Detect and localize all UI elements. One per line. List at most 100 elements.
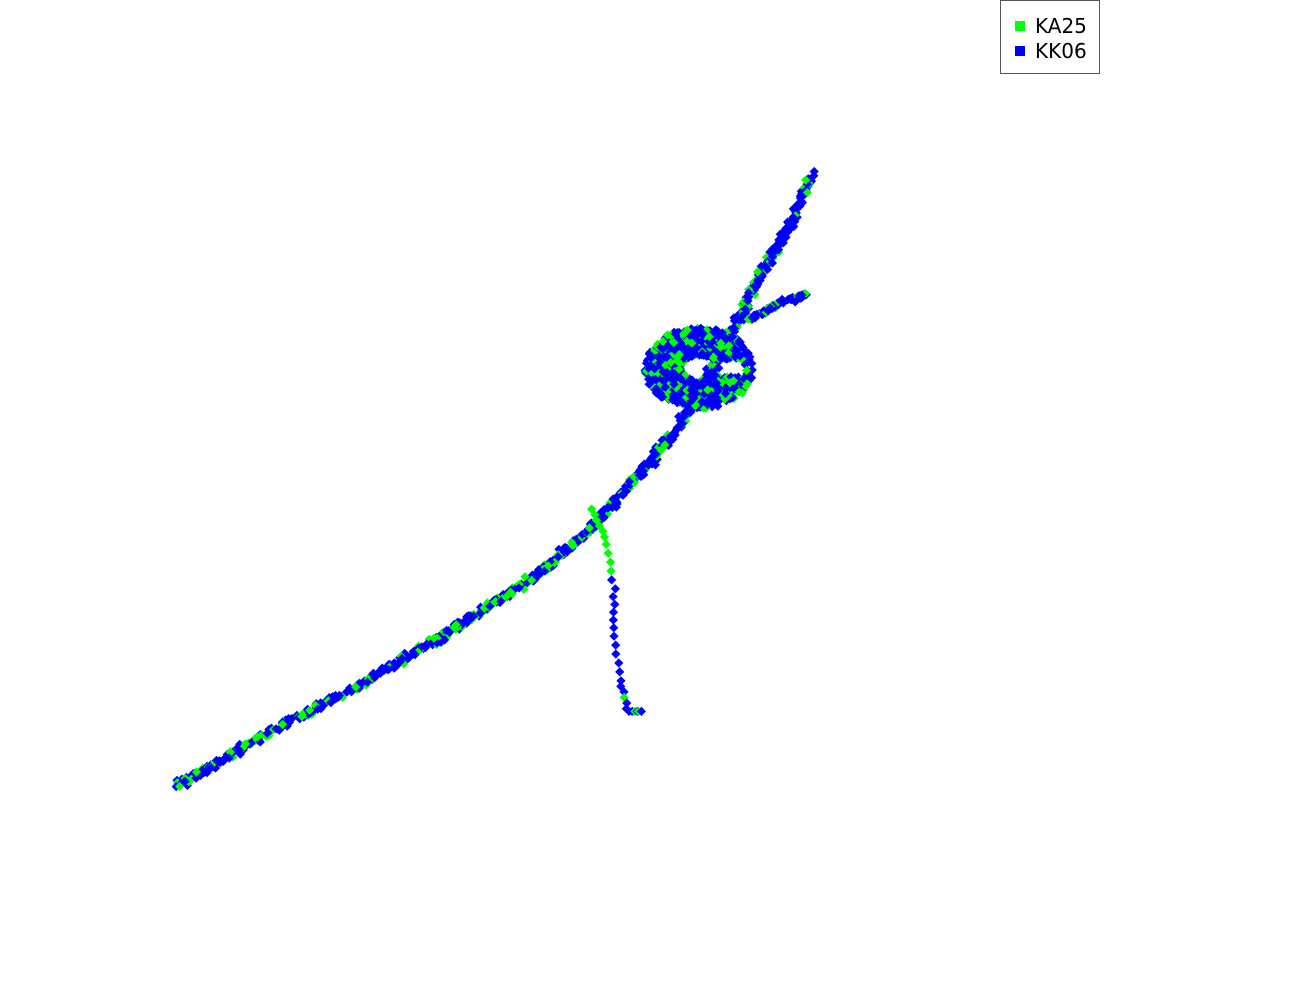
point-kk06 <box>714 329 724 339</box>
point-kk06 <box>282 721 292 731</box>
point-kk06 <box>621 704 631 714</box>
point-kk06 <box>612 492 622 502</box>
point-kk06 <box>737 311 747 321</box>
point-ka25 <box>666 357 676 368</box>
point-kk06 <box>608 615 618 625</box>
point-kk06 <box>287 714 297 724</box>
point-ka25 <box>519 584 529 594</box>
point-kk06 <box>722 354 732 364</box>
point-ka25 <box>663 330 673 340</box>
point-ka25 <box>739 297 749 307</box>
point-ka25 <box>490 597 501 607</box>
point-ka25 <box>629 478 639 488</box>
point-ka25 <box>674 364 684 374</box>
point-layer <box>171 166 819 792</box>
point-kk06 <box>466 614 476 624</box>
point-kk06 <box>235 745 245 756</box>
point-kk06 <box>662 368 672 378</box>
point-kk06 <box>545 557 555 567</box>
point-kk06 <box>421 641 431 651</box>
point-ka25 <box>674 349 684 360</box>
point-kk06 <box>624 477 634 487</box>
point-kk06 <box>622 698 632 708</box>
point-kk06 <box>739 374 749 384</box>
point-kk06 <box>720 335 730 345</box>
point-kk06 <box>676 389 686 399</box>
point-ka25 <box>507 589 517 599</box>
point-ka25 <box>801 175 811 185</box>
point-kk06 <box>773 242 783 252</box>
point-kk06 <box>376 666 386 676</box>
point-kk06 <box>650 460 661 470</box>
point-kk06 <box>684 408 694 418</box>
point-kk06 <box>745 352 755 362</box>
point-kk06 <box>689 332 699 342</box>
point-kk06 <box>610 599 620 609</box>
point-kk06 <box>475 608 485 618</box>
point-ka25 <box>737 388 747 398</box>
point-ka25 <box>601 539 611 549</box>
point-kk06 <box>648 452 658 462</box>
point-kk06 <box>342 687 352 697</box>
point-kk06 <box>618 490 628 500</box>
point-ka25 <box>704 332 714 342</box>
point-kk06 <box>714 363 724 373</box>
point-ka25 <box>743 301 753 312</box>
point-ka25 <box>429 633 439 643</box>
point-kk06 <box>197 766 207 776</box>
point-kk06 <box>417 642 427 652</box>
point-kk06 <box>676 368 686 378</box>
point-ka25 <box>680 371 690 381</box>
point-ka25 <box>225 747 235 757</box>
point-kk06 <box>644 379 654 389</box>
point-kk06 <box>699 376 709 386</box>
point-ka25 <box>682 336 692 346</box>
point-kk06 <box>763 306 773 316</box>
point-ka25 <box>192 767 202 777</box>
point-kk06 <box>616 676 626 686</box>
point-kk06 <box>667 368 677 378</box>
point-ka25 <box>591 515 602 525</box>
point-kk06 <box>651 384 662 394</box>
point-kk06 <box>328 693 338 703</box>
point-kk06 <box>529 570 539 580</box>
point-kk06 <box>699 389 709 399</box>
point-kk06 <box>796 293 807 303</box>
point-kk06 <box>777 294 787 304</box>
point-kk06 <box>180 776 190 787</box>
point-ka25 <box>241 739 251 749</box>
point-kk06 <box>316 698 326 708</box>
point-kk06 <box>685 390 695 400</box>
point-kk06 <box>656 342 666 352</box>
point-kk06 <box>619 687 629 697</box>
point-kk06 <box>809 166 819 177</box>
point-ka25 <box>449 623 459 633</box>
point-kk06 <box>724 382 734 392</box>
point-kk06 <box>782 227 793 237</box>
point-kk06 <box>644 374 654 384</box>
point-ka25 <box>660 440 670 450</box>
point-ka25 <box>480 602 490 612</box>
point-kk06 <box>720 388 731 399</box>
point-kk06 <box>726 372 736 382</box>
point-kk06 <box>496 596 506 606</box>
point-kk06 <box>616 681 626 691</box>
point-kk06 <box>673 334 683 344</box>
point-kk06 <box>609 623 619 633</box>
point-kk06 <box>689 393 699 403</box>
point-ka25 <box>567 540 577 550</box>
point-kk06 <box>690 326 700 336</box>
point-kk06 <box>785 294 795 304</box>
point-ka25 <box>653 368 663 378</box>
point-ka25 <box>642 366 652 376</box>
point-kk06 <box>747 365 757 375</box>
point-ka25 <box>305 705 315 715</box>
point-kk06 <box>397 653 407 664</box>
point-ka25 <box>681 392 691 402</box>
point-kk06 <box>636 706 646 716</box>
point-kk06 <box>651 449 661 459</box>
point-kk06 <box>679 411 689 422</box>
point-ka25 <box>584 523 594 533</box>
point-kk06 <box>679 344 689 354</box>
point-kk06 <box>224 753 234 763</box>
